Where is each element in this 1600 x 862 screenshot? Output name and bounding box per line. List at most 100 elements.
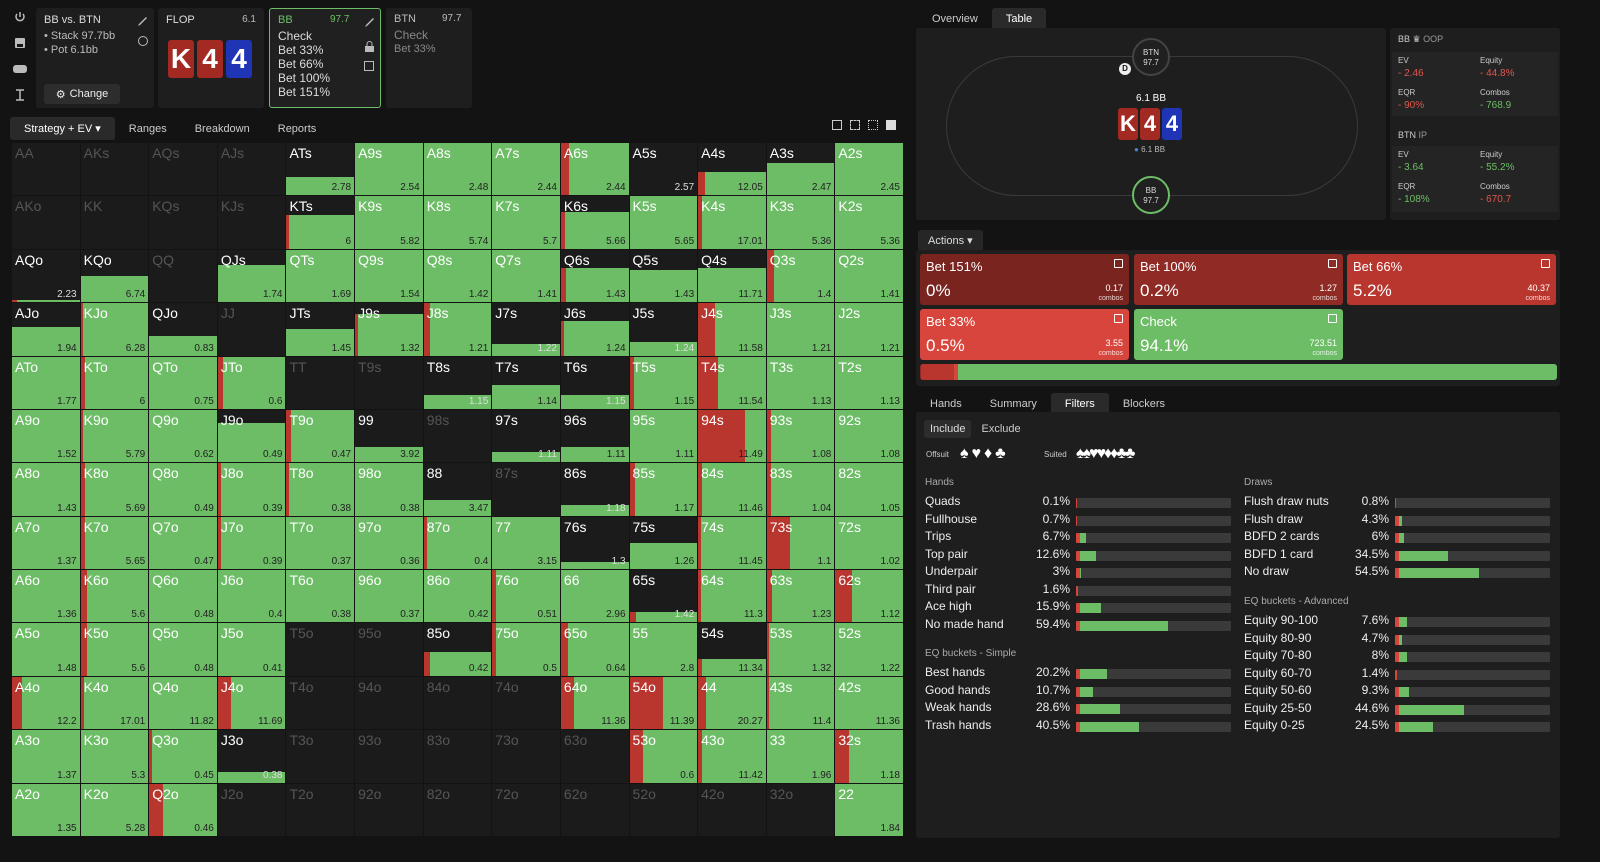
hand-cell[interactable]: AJo 1.94 bbox=[12, 303, 80, 356]
hand-cell[interactable]: 62s 1.12 bbox=[835, 570, 903, 623]
club-pair-icon[interactable]: ♣♣ bbox=[1116, 445, 1135, 462]
diamond-icon[interactable]: ♦ bbox=[984, 445, 996, 462]
hand-cell[interactable]: 93s 1.08 bbox=[766, 409, 835, 463]
bb-seat[interactable]: BB 97.7 bbox=[1132, 176, 1170, 214]
hand-cell[interactable]: 33 1.96 bbox=[766, 730, 835, 783]
hand-cell[interactable]: T9s bbox=[355, 356, 423, 409]
hand-cell[interactable]: T4o bbox=[286, 676, 355, 730]
edit-icon[interactable] bbox=[364, 15, 375, 33]
hand-cell[interactable]: 76s 1.3 bbox=[560, 516, 629, 570]
hand-cell[interactable]: AKs bbox=[80, 143, 149, 196]
hand-cell[interactable]: A6o 1.36 bbox=[12, 570, 80, 623]
hand-cell[interactable]: K4s 17.01 bbox=[698, 196, 766, 249]
hand-cell[interactable]: KJo 6.28 bbox=[80, 303, 149, 356]
hand-cell[interactable]: AJs bbox=[217, 143, 286, 196]
hand-cell[interactable]: K7s 5.7 bbox=[492, 196, 560, 249]
hand-cell[interactable]: 43s 11.4 bbox=[766, 676, 835, 730]
hand-cell[interactable]: 98o 0.38 bbox=[355, 463, 423, 516]
hand-cell[interactable]: K2o 5.28 bbox=[80, 783, 149, 836]
hand-cell[interactable]: 43o 11.42 bbox=[698, 730, 766, 783]
tab-blockers[interactable]: Blockers bbox=[1122, 398, 1165, 410]
hand-cell[interactable]: 54o 11.39 bbox=[629, 676, 698, 730]
hand-cell[interactable]: Q9o 0.62 bbox=[149, 409, 217, 463]
hand-cell[interactable]: ATo 1.77 bbox=[12, 356, 80, 409]
hand-cell[interactable]: KJs bbox=[217, 196, 286, 249]
filter-row[interactable]: Fullhouse 0.7% bbox=[925, 512, 1285, 529]
hand-cell[interactable]: KK bbox=[80, 196, 149, 249]
hand-cell[interactable]: 64o 11.36 bbox=[560, 676, 629, 730]
hand-cell[interactable]: Q9s 1.54 bbox=[355, 249, 423, 303]
hand-cell[interactable]: 82o bbox=[423, 783, 492, 836]
diamond-pair-icon[interactable]: ♦♦ bbox=[1104, 445, 1118, 462]
hand-cell[interactable]: 53s 1.32 bbox=[766, 623, 835, 676]
node-action[interactable]: Bet 151% bbox=[278, 85, 331, 99]
hand-cell[interactable]: 85o 0.42 bbox=[423, 623, 492, 676]
hand-cell[interactable]: 65o 0.64 bbox=[560, 623, 629, 676]
btn-seat[interactable]: BTN 97.7 bbox=[1132, 38, 1170, 76]
hand-cell[interactable]: J6s 1.24 bbox=[560, 303, 629, 356]
hand-cell[interactable]: T9o 0.47 bbox=[286, 409, 355, 463]
hand-cell[interactable]: 72o bbox=[492, 783, 560, 836]
spade-pair-icon[interactable]: ♠♠ bbox=[1076, 445, 1091, 462]
hand-cell[interactable]: A2s 2.45 bbox=[835, 143, 903, 196]
filter-row[interactable]: BDFD 1 card 34.5% bbox=[1244, 547, 1600, 564]
hand-cell[interactable]: 83o bbox=[423, 730, 492, 783]
hand-cell[interactable]: T4s 11.54 bbox=[698, 356, 766, 409]
hand-cell[interactable]: 84s 11.46 bbox=[698, 463, 766, 516]
hand-cell[interactable]: 94o bbox=[355, 676, 423, 730]
node-action[interactable]: Check bbox=[278, 29, 313, 43]
info-icon[interactable] bbox=[138, 36, 148, 46]
filter-row[interactable]: Ace high 15.9% bbox=[925, 599, 1285, 616]
offsuit-suit-icons[interactable]: ♠♥♦♣ bbox=[960, 445, 1009, 463]
hand-cell[interactable]: 85s 1.17 bbox=[629, 463, 698, 516]
hand-cell[interactable]: Q6s 1.43 bbox=[560, 249, 629, 303]
save-icon[interactable] bbox=[11, 34, 29, 52]
hand-cell[interactable]: Q5s 1.43 bbox=[629, 249, 698, 303]
hand-cell[interactable]: 42s 11.36 bbox=[835, 676, 903, 730]
hand-cell[interactable]: Q4s 11.71 bbox=[698, 249, 766, 303]
tab-overview[interactable]: Overview bbox=[932, 13, 978, 25]
hand-cell[interactable]: K6o 5.6 bbox=[80, 570, 149, 623]
hand-cell[interactable]: 96o 0.37 bbox=[355, 570, 423, 623]
hand-cell[interactable]: 74s 11.45 bbox=[698, 516, 766, 570]
hand-cell[interactable]: 75o 0.5 bbox=[492, 623, 560, 676]
edit-icon[interactable] bbox=[137, 14, 148, 32]
hand-cell[interactable]: 62o bbox=[560, 783, 629, 836]
hand-cell[interactable]: 66 2.96 bbox=[560, 570, 629, 623]
spade-icon[interactable]: ♠ bbox=[960, 445, 972, 462]
hand-cell[interactable]: 65s 1.42 bbox=[629, 570, 698, 623]
contrast-icon[interactable] bbox=[832, 120, 842, 130]
hand-cell[interactable]: T2s 1.13 bbox=[835, 356, 903, 409]
hand-cell[interactable]: 84o bbox=[423, 676, 492, 730]
hand-cell[interactable]: Q8s 1.42 bbox=[423, 249, 492, 303]
hand-cell[interactable]: A3s 2.47 bbox=[766, 143, 835, 196]
hand-cell[interactable]: TT bbox=[286, 356, 355, 409]
hand-cell[interactable]: 98s bbox=[423, 409, 492, 463]
hand-cell[interactable]: A4s 12.05 bbox=[698, 143, 766, 196]
hand-cell[interactable]: A6s 2.44 bbox=[560, 143, 629, 196]
hand-cell[interactable]: 55 2.8 bbox=[629, 623, 698, 676]
hand-cell[interactable]: Q5o 0.48 bbox=[149, 623, 217, 676]
hand-cell[interactable]: QTs 1.69 bbox=[286, 249, 355, 303]
node-action[interactable]: Bet 33% bbox=[394, 43, 436, 55]
hand-cell[interactable]: A5s 2.57 bbox=[629, 143, 698, 196]
hand-cell[interactable]: A4o 12.2 bbox=[12, 676, 80, 730]
hand-cell[interactable]: T5o bbox=[286, 623, 355, 676]
filter-row[interactable]: Flush draw 4.3% bbox=[1244, 512, 1600, 529]
hand-cell[interactable]: K8o 5.69 bbox=[80, 463, 149, 516]
hand-cell[interactable]: 93o bbox=[355, 730, 423, 783]
hand-cell[interactable]: K2s 5.36 bbox=[835, 196, 903, 249]
tab-summary[interactable]: Summary bbox=[989, 398, 1037, 410]
hand-cell[interactable]: A3o 1.37 bbox=[12, 730, 80, 783]
lock-icon[interactable] bbox=[365, 39, 374, 57]
tab-reports[interactable]: Reports bbox=[277, 122, 317, 135]
book-icon[interactable] bbox=[364, 61, 374, 71]
filter-row[interactable]: Equity 0-25 24.5% bbox=[1244, 718, 1600, 735]
hand-cell[interactable]: J5o 0.41 bbox=[217, 623, 286, 676]
hand-cell[interactable]: T7o 0.37 bbox=[286, 516, 355, 570]
hand-cell[interactable]: JTs 1.45 bbox=[286, 303, 355, 356]
hand-cell[interactable]: ATs 2.78 bbox=[286, 143, 355, 196]
change-button[interactable]: ⚙ Change bbox=[44, 84, 120, 104]
hand-cell[interactable]: QQ bbox=[149, 249, 217, 303]
filter-row[interactable]: Trips 6.7% bbox=[925, 529, 1285, 546]
